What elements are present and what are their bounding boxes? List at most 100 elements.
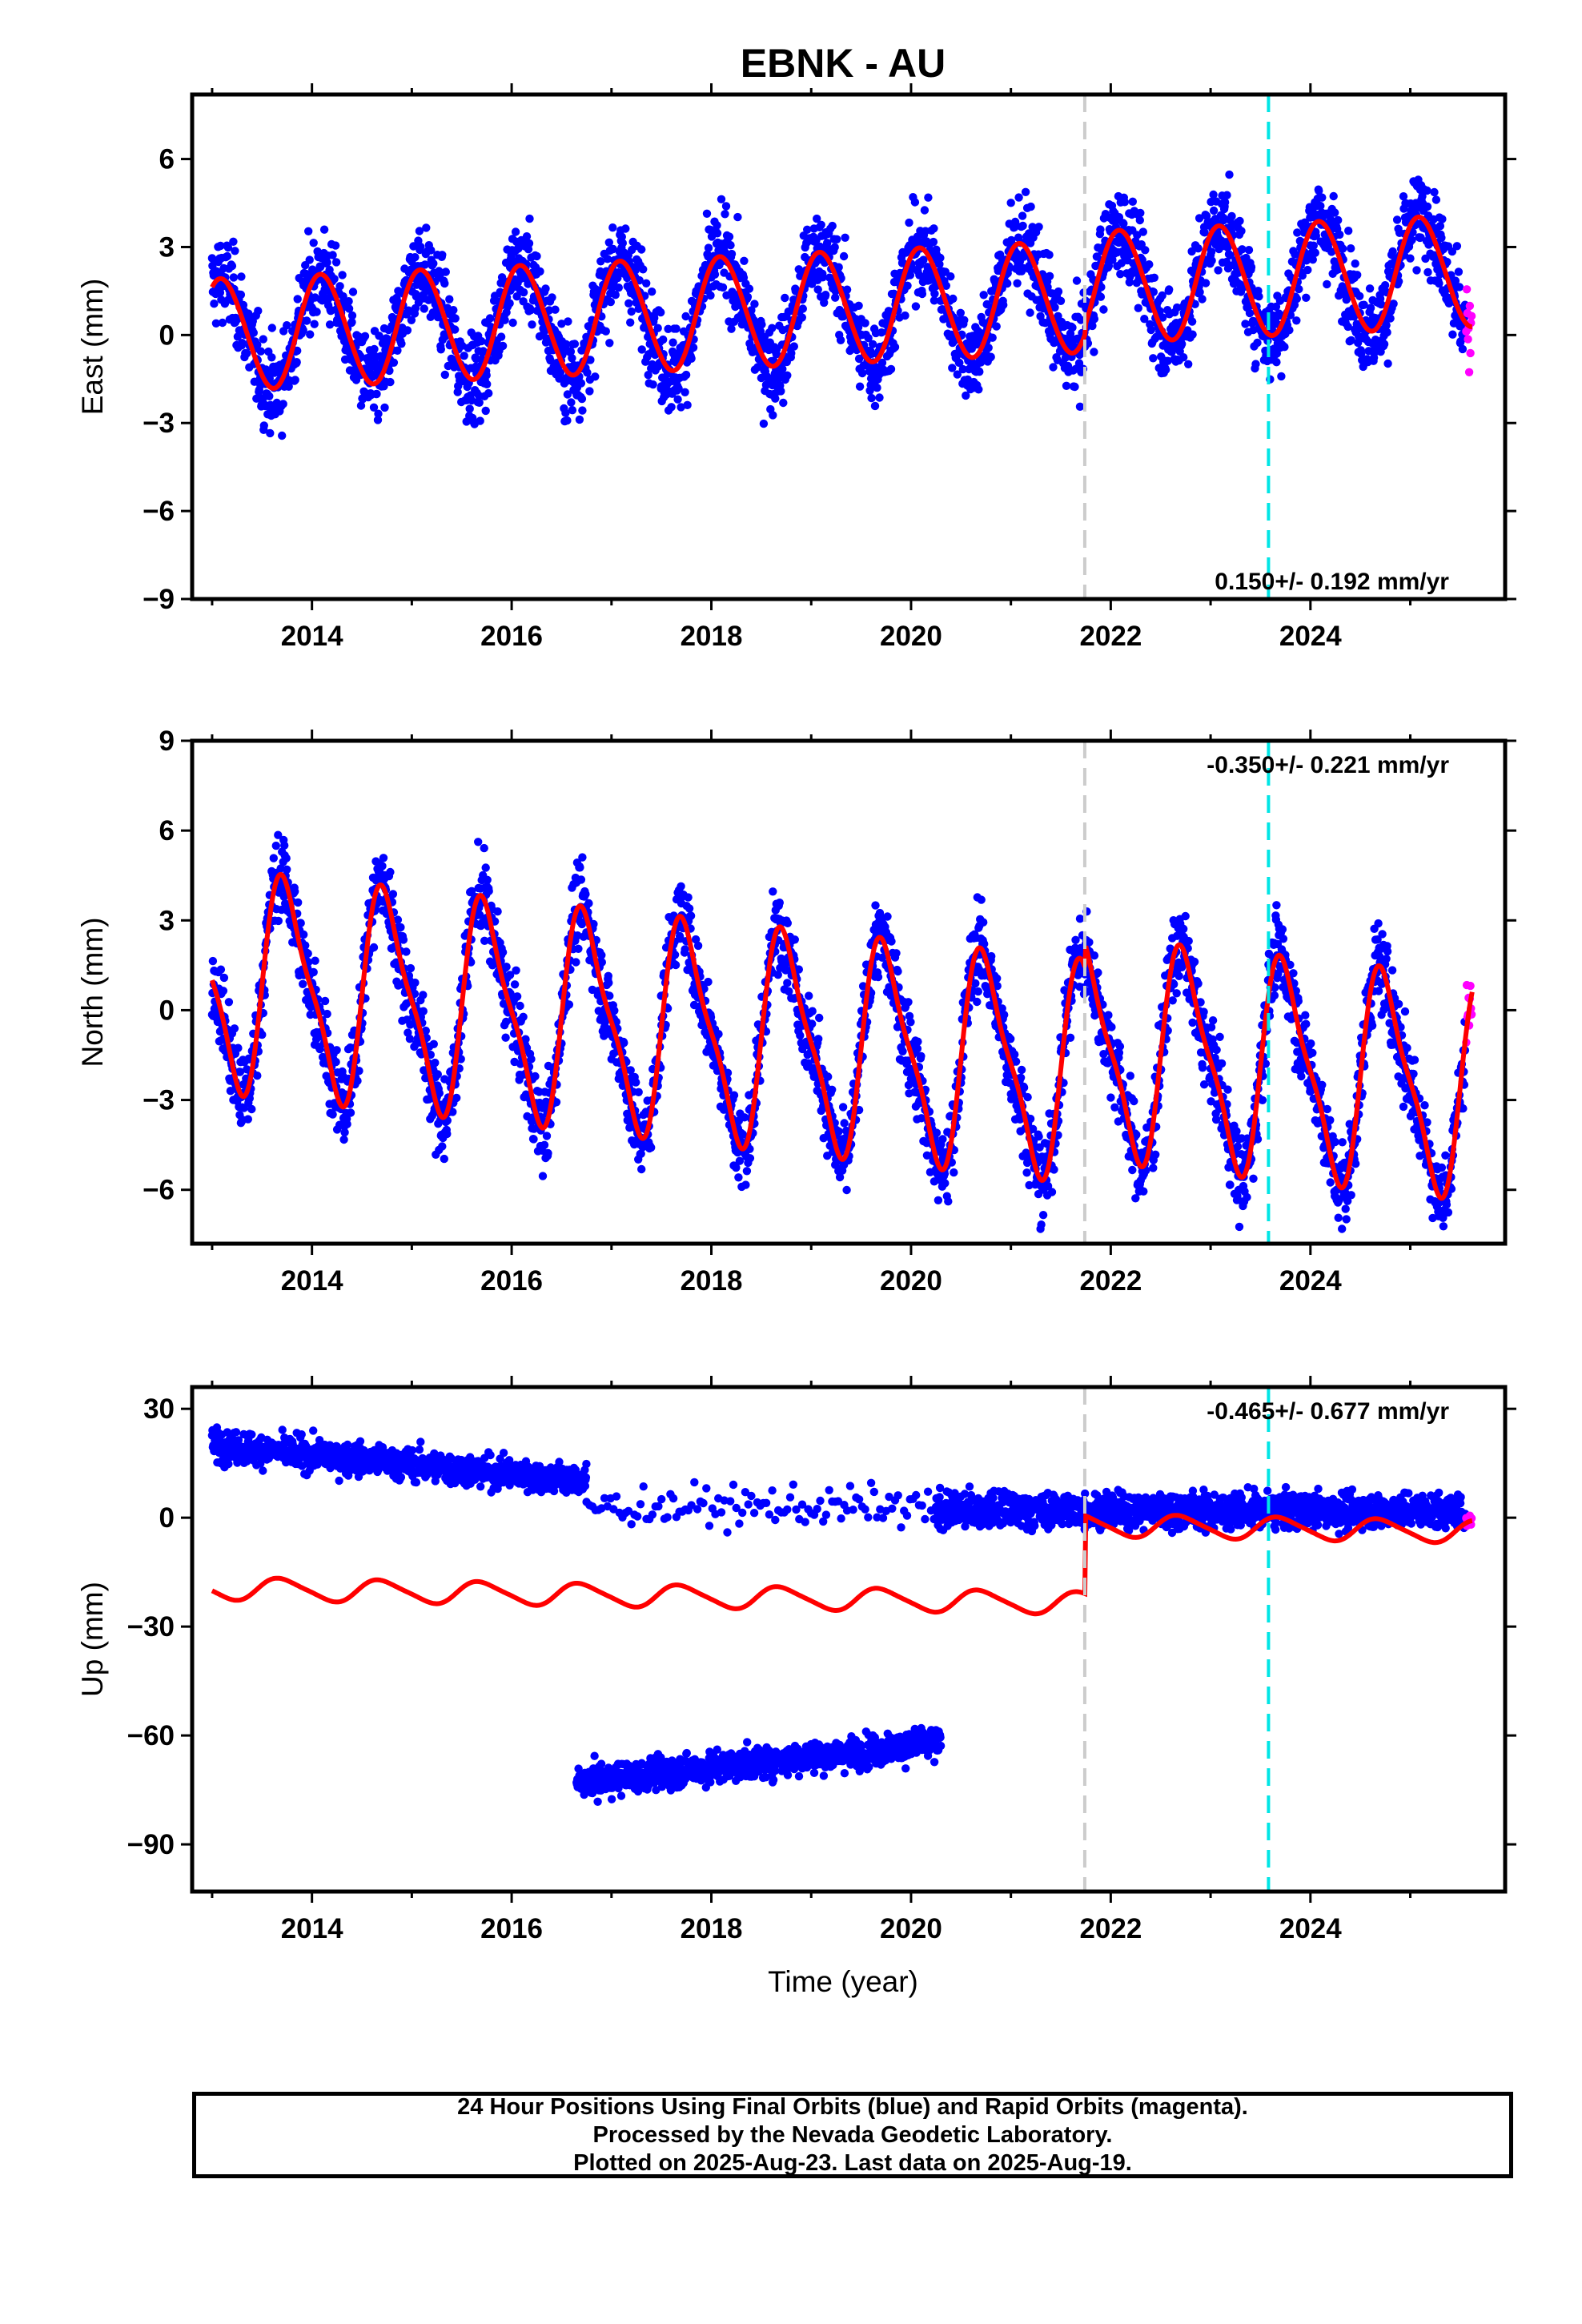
data-point (1399, 192, 1408, 201)
data-point (576, 863, 584, 872)
data-point (905, 271, 915, 279)
data-point (516, 1001, 524, 1011)
data-point (438, 1142, 447, 1151)
data-point (420, 260, 429, 269)
data-point (309, 967, 318, 977)
data-point (855, 382, 865, 391)
data-point (1383, 328, 1391, 337)
data-point (1335, 230, 1344, 239)
data-point (1200, 228, 1209, 237)
data-point (312, 308, 321, 316)
x-tick-label: 2020 (880, 621, 942, 652)
data-point (1195, 287, 1204, 296)
data-point (920, 206, 930, 215)
data-point (777, 387, 785, 396)
data-point (531, 1072, 540, 1081)
data-point (1012, 249, 1022, 258)
data-point (1376, 300, 1386, 309)
data-point (564, 1000, 574, 1009)
data-point (224, 998, 234, 1007)
data-point (474, 838, 483, 846)
data-point (669, 338, 677, 347)
data-point (544, 306, 554, 315)
data-point (946, 272, 955, 281)
data-point (836, 336, 845, 344)
data-point (229, 237, 238, 246)
data-point (686, 911, 696, 920)
data-point (1277, 372, 1286, 381)
data-point (659, 335, 668, 344)
data-point (953, 370, 962, 379)
data-point (644, 371, 652, 380)
data-point (1357, 349, 1366, 359)
data-point (1431, 195, 1441, 204)
data-point (1220, 198, 1230, 207)
data-point (1050, 303, 1059, 312)
data-point (1334, 215, 1343, 225)
data-point (369, 403, 379, 412)
data-point (576, 379, 586, 388)
rapid-point (1465, 301, 1475, 311)
data-point (1406, 254, 1415, 263)
data-point (986, 352, 995, 361)
data-point (608, 244, 617, 254)
data-point (584, 899, 593, 908)
data-point (992, 322, 1001, 331)
data-point (577, 394, 587, 404)
rate-label: 0.150+/- 0.192 mm/yr (1215, 569, 1449, 595)
data-point (614, 283, 623, 292)
data-point (323, 1009, 331, 1019)
data-point (1251, 360, 1260, 368)
data-point (1026, 308, 1034, 317)
data-point (1331, 208, 1339, 217)
data-point (789, 342, 798, 351)
data-point (536, 267, 544, 276)
data-point (1353, 271, 1362, 279)
data-point (627, 307, 636, 316)
data-point (710, 270, 720, 279)
data-point (979, 291, 988, 300)
data-point (1099, 305, 1108, 314)
data-point (886, 364, 896, 374)
data-point (548, 293, 556, 302)
data-point (757, 320, 766, 329)
data-point (833, 235, 841, 243)
data-point (1187, 247, 1196, 256)
data-point (267, 353, 276, 362)
data-point (1458, 344, 1468, 354)
data-point (1207, 256, 1216, 265)
data-point (753, 363, 762, 372)
data-point (1135, 215, 1145, 225)
data-point (904, 998, 913, 1007)
data-point (1054, 287, 1063, 296)
data-point (684, 893, 693, 902)
data-point (861, 319, 869, 328)
data-point (331, 1057, 340, 1067)
data-point (542, 1132, 552, 1140)
data-point (958, 364, 968, 374)
rapid-point (1464, 368, 1474, 376)
data-points (207, 170, 1476, 440)
data-point (563, 416, 572, 425)
data-point (460, 352, 468, 360)
data-point (601, 327, 610, 336)
x-tick-label: 2022 (1079, 621, 1142, 652)
data-point (814, 1035, 823, 1043)
data-point (727, 249, 737, 259)
data-point (344, 297, 353, 306)
data-point (325, 320, 335, 329)
data-point (930, 224, 938, 233)
data-point (585, 387, 594, 396)
data-point (842, 285, 852, 294)
data-point (921, 227, 930, 235)
data-point (223, 243, 233, 252)
data-point (508, 318, 517, 328)
data-point (330, 275, 339, 283)
data-point (1225, 170, 1234, 179)
data-point (608, 223, 617, 232)
data-point (721, 202, 731, 211)
data-point (331, 241, 340, 250)
data-point (887, 937, 896, 946)
